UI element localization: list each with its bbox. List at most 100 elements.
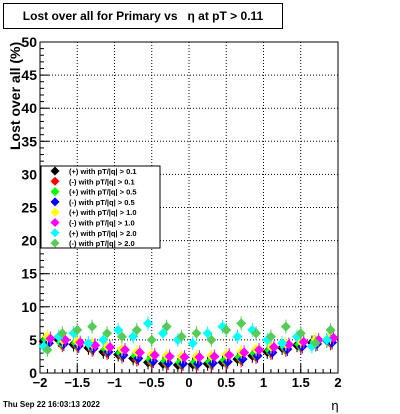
x-tick-label: −0.5: [139, 375, 165, 390]
data-point: [164, 351, 175, 362]
data-point: [236, 318, 247, 329]
data-point: [232, 331, 243, 342]
legend-marker: [50, 176, 60, 186]
x-tick-label: 2: [334, 375, 341, 390]
data-point: [163, 358, 174, 369]
y-tick-label: 20: [21, 233, 37, 249]
date-stamp: Thu Sep 22 16:03:13 2022: [3, 400, 100, 409]
x-tick-label: 0.5: [217, 375, 235, 390]
data-point: [157, 328, 168, 339]
data-point: [206, 334, 217, 345]
y-tick-label: 45: [21, 67, 37, 83]
data-point: [247, 324, 258, 335]
data-point: [239, 347, 250, 358]
legend-label: (+) with pT/|q| > 0.5: [69, 188, 137, 197]
data-point: [102, 328, 113, 339]
data-point: [57, 328, 68, 339]
legend-marker: [50, 238, 60, 248]
x-tick-label: 0: [185, 375, 192, 390]
data-point: [280, 321, 291, 332]
data-point: [325, 324, 336, 335]
y-tick-label: 40: [21, 100, 37, 116]
data-point: [295, 328, 306, 339]
data-point: [310, 338, 321, 349]
data-point: [161, 321, 172, 332]
data-point: [87, 321, 98, 332]
data-point: [187, 338, 198, 349]
legend-label: (-) with pT/|q| > 2.0: [69, 239, 135, 248]
data-point: [128, 331, 139, 342]
data-point: [277, 338, 288, 349]
legend-label: (-) with pT/|q| > 0.1: [69, 177, 135, 186]
data-point: [179, 352, 190, 363]
y-tick-label: 15: [21, 266, 37, 282]
data-point: [45, 333, 56, 344]
legend-box: [40, 165, 161, 249]
data-point: [222, 356, 233, 367]
series-group: [42, 316, 336, 357]
y-tick-label: 25: [21, 200, 37, 216]
x-tick-label: 1.5: [292, 375, 310, 390]
y-tick-label: 50: [21, 34, 37, 50]
data-point: [105, 342, 116, 353]
data-point: [192, 358, 203, 369]
data-points: [38, 316, 339, 373]
data-point: [116, 331, 127, 342]
data-point: [98, 334, 109, 345]
x-tick-label: −2: [33, 375, 48, 390]
data-point: [224, 350, 235, 361]
legend-label: (-) with pT/|q| > 0.5: [69, 198, 135, 207]
data-point: [42, 344, 53, 355]
data-point: [283, 339, 294, 350]
legend-marker: [50, 207, 60, 217]
x-tick-label: −1: [107, 375, 122, 390]
legend-marker: [50, 187, 60, 197]
legend-label: (+) with pT/|q| > 1.0: [69, 208, 137, 217]
data-point: [207, 358, 218, 369]
y-tick-label: 0: [29, 365, 37, 381]
data-point: [176, 331, 187, 342]
x-tick-label: −1.5: [64, 375, 90, 390]
y-tick-labels: 0 5 10 15 20 25 30 35 40 45 50: [21, 34, 37, 381]
data-point: [75, 337, 86, 348]
chart-title: Lost over all for Primary vs η at pT > 0…: [3, 3, 283, 29]
legend: (+) with pT/|q| > 0.1(-) with pT/|q| > 0…: [40, 165, 161, 249]
data-point: [321, 334, 332, 345]
legend-marker: [50, 197, 60, 207]
legend-label: (+) with pT/|q| > 2.0: [69, 229, 137, 238]
data-point: [134, 347, 145, 358]
data-point: [254, 344, 265, 355]
data-point: [178, 358, 189, 369]
data-point: [191, 328, 202, 339]
data-point: [143, 318, 154, 329]
data-point: [83, 338, 94, 349]
series-group: [38, 316, 332, 354]
data-point: [146, 334, 157, 345]
y-axis-label: Lost over all (%): [7, 42, 23, 150]
data-point: [265, 331, 276, 342]
x-tick-labels: −2 −1.5 −1 −0.5 0 0.5 1 1.5 2: [33, 375, 342, 390]
legend-marker: [50, 166, 60, 176]
data-point: [119, 344, 130, 355]
y-tick-label: 35: [21, 133, 37, 149]
legend-marker: [50, 218, 60, 227]
data-point: [72, 324, 83, 335]
data-point: [221, 324, 232, 335]
data-point: [131, 324, 142, 335]
data-point: [268, 342, 279, 353]
data-point: [202, 328, 213, 339]
legend-label: (+) with pT/|q| > 0.1: [69, 167, 137, 176]
legend-label: (-) with pT/|q| > 1.0: [69, 219, 135, 228]
data-point: [113, 324, 124, 335]
data-point: [149, 350, 160, 361]
data-point: [251, 328, 262, 339]
y-tick-label: 10: [21, 299, 37, 315]
y-tick-label: 30: [21, 166, 37, 182]
y-tick-label: 5: [29, 332, 37, 348]
data-point: [194, 352, 205, 363]
data-point: [237, 354, 248, 365]
x-axis-label: η: [331, 398, 338, 413]
legend-marker: [50, 228, 60, 238]
data-point: [209, 351, 220, 362]
